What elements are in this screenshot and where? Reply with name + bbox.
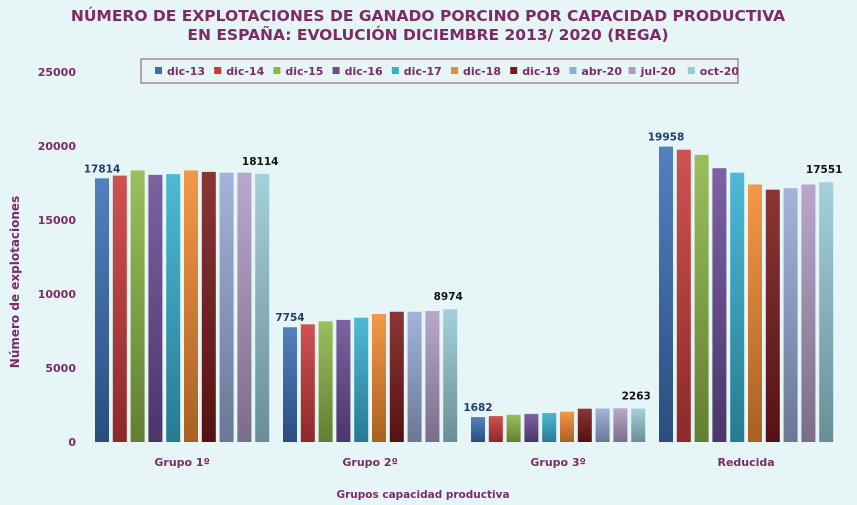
legend-swatch-dic-15: [273, 67, 281, 74]
legend-label-dic-18: dic-18: [463, 65, 501, 78]
bar-dic-16-3: [712, 168, 727, 442]
x-category-label: Reducida: [717, 456, 774, 469]
legend-swatch-dic-14: [214, 67, 222, 74]
legend-swatch-dic-16: [332, 67, 340, 74]
y-tick-label: 25000: [38, 66, 77, 79]
data-label-last: 18114: [242, 156, 279, 168]
legend-label-dic-14: dic-14: [226, 65, 264, 78]
bar-dic-15-3: [694, 154, 709, 442]
bar-jul-20-2: [613, 408, 628, 442]
y-tick-label: 15000: [38, 214, 77, 227]
bar-dic-19-3: [765, 189, 780, 442]
bar-dic-18-1: [372, 313, 386, 442]
plot-area: [95, 146, 834, 443]
bar-oct-20-3: [819, 182, 834, 443]
bar-dic-16-1: [336, 319, 351, 442]
legend-swatch-dic-18: [451, 67, 458, 74]
bar-dic-18-0: [184, 170, 198, 443]
bar-dic-13-0: [95, 178, 109, 443]
data-label-first: 1682: [463, 402, 492, 414]
chart-title-line-1: NÚMERO DE EXPLOTACIONES DE GANADO PORCIN…: [71, 6, 785, 25]
bar-abr-20-3: [783, 188, 798, 442]
bar-oct-20-0: [255, 173, 270, 443]
bar-abr-20-1: [407, 311, 422, 442]
y-tick-label: 0: [68, 436, 76, 449]
legend-frame: [140, 58, 739, 84]
bar-dic-17-3: [730, 172, 745, 442]
bar-dic-13-3: [659, 146, 673, 443]
x-axis: Grupo 1º Grupo 2º Grupo 3º Reducida: [154, 456, 774, 469]
bar-dic-14-2: [488, 416, 503, 442]
bar-dic-18-2: [560, 411, 574, 442]
data-label-last: 17551: [806, 164, 843, 176]
legend-label-jul-20: jul-20: [640, 65, 677, 78]
bar-dic-13-2: [471, 417, 485, 442]
bar-dic-17-0: [166, 174, 181, 442]
bar-oct-20-1: [443, 309, 458, 442]
data-label-first: 7754: [275, 312, 304, 324]
bar-dic-14-3: [676, 149, 691, 442]
bar-dic-17-1: [354, 317, 369, 442]
bar-dic-15-2: [506, 414, 521, 442]
bar-dic-19-1: [389, 311, 404, 442]
bar-dic-18-3: [748, 184, 762, 443]
legend-label-dic-13: dic-13: [167, 65, 205, 78]
y-tick-label: 10000: [38, 288, 77, 301]
legend-label-oct-20: oct-20: [700, 65, 740, 78]
bar-jul-20-0: [237, 172, 252, 442]
bar-dic-17-2: [542, 412, 557, 442]
legend-label-abr-20: abr-20: [581, 65, 622, 78]
x-axis-title: Grupos capacidad productiva: [336, 489, 509, 501]
data-label-first: 17814: [84, 163, 121, 175]
bar-dic-14-1: [300, 324, 315, 442]
legend-swatch-jul-20: [628, 67, 636, 74]
bar-abr-20-0: [219, 172, 234, 442]
bar-jul-20-3: [801, 184, 816, 443]
bar-dic-15-0: [130, 170, 145, 443]
bar-oct-20-2: [631, 408, 646, 442]
x-category-label: Grupo 1º: [154, 456, 209, 469]
legend-label-dic-17: dic-17: [404, 65, 442, 78]
bar-abr-20-2: [595, 408, 610, 442]
y-axis: 0 5000 10000 15000 20000 25000: [38, 66, 77, 449]
data-label-first: 19958: [648, 132, 685, 144]
bar-jul-20-1: [425, 311, 440, 442]
legend-swatch-dic-17: [391, 67, 399, 74]
data-label-last: 2263: [622, 391, 651, 403]
legend-swatch-dic-19: [510, 67, 518, 74]
chart-legend: dic-13 dic-14 dic-15 dic-16 dic-17 dic-18 dic-…: [140, 58, 740, 84]
bar-dic-14-0: [112, 175, 127, 442]
bar-dic-13-1: [283, 327, 297, 442]
legend-label-dic-15: dic-15: [285, 65, 323, 78]
y-tick-label: 20000: [38, 140, 77, 153]
bar-dic-19-0: [201, 171, 216, 442]
data-label-last: 8974: [434, 291, 463, 303]
bar-dic-16-0: [148, 174, 163, 443]
bar-dic-19-2: [577, 408, 592, 442]
y-axis-title: Número de explotaciones: [8, 196, 22, 368]
chart-title-line-2: EN ESPAÑA: EVOLUCIÓN DICIEMBRE 2013/ 202…: [187, 25, 668, 44]
legend-label-dic-19: dic-19: [522, 65, 560, 78]
legend-label-dic-16: dic-16: [345, 65, 383, 78]
bar-dic-16-2: [524, 413, 539, 442]
legend-swatch-dic-13: [155, 67, 162, 74]
data-labels: 17814 18114 7754 8974 1682 2263 19958 17551: [84, 132, 843, 414]
y-tick-label: 5000: [45, 362, 76, 375]
legend-swatch-abr-20: [569, 67, 577, 74]
legend-swatch-oct-20: [687, 67, 695, 74]
bar-dic-15-1: [318, 321, 333, 442]
x-category-label: Grupo 2º: [342, 456, 397, 469]
x-category-label: Grupo 3º: [530, 456, 585, 469]
